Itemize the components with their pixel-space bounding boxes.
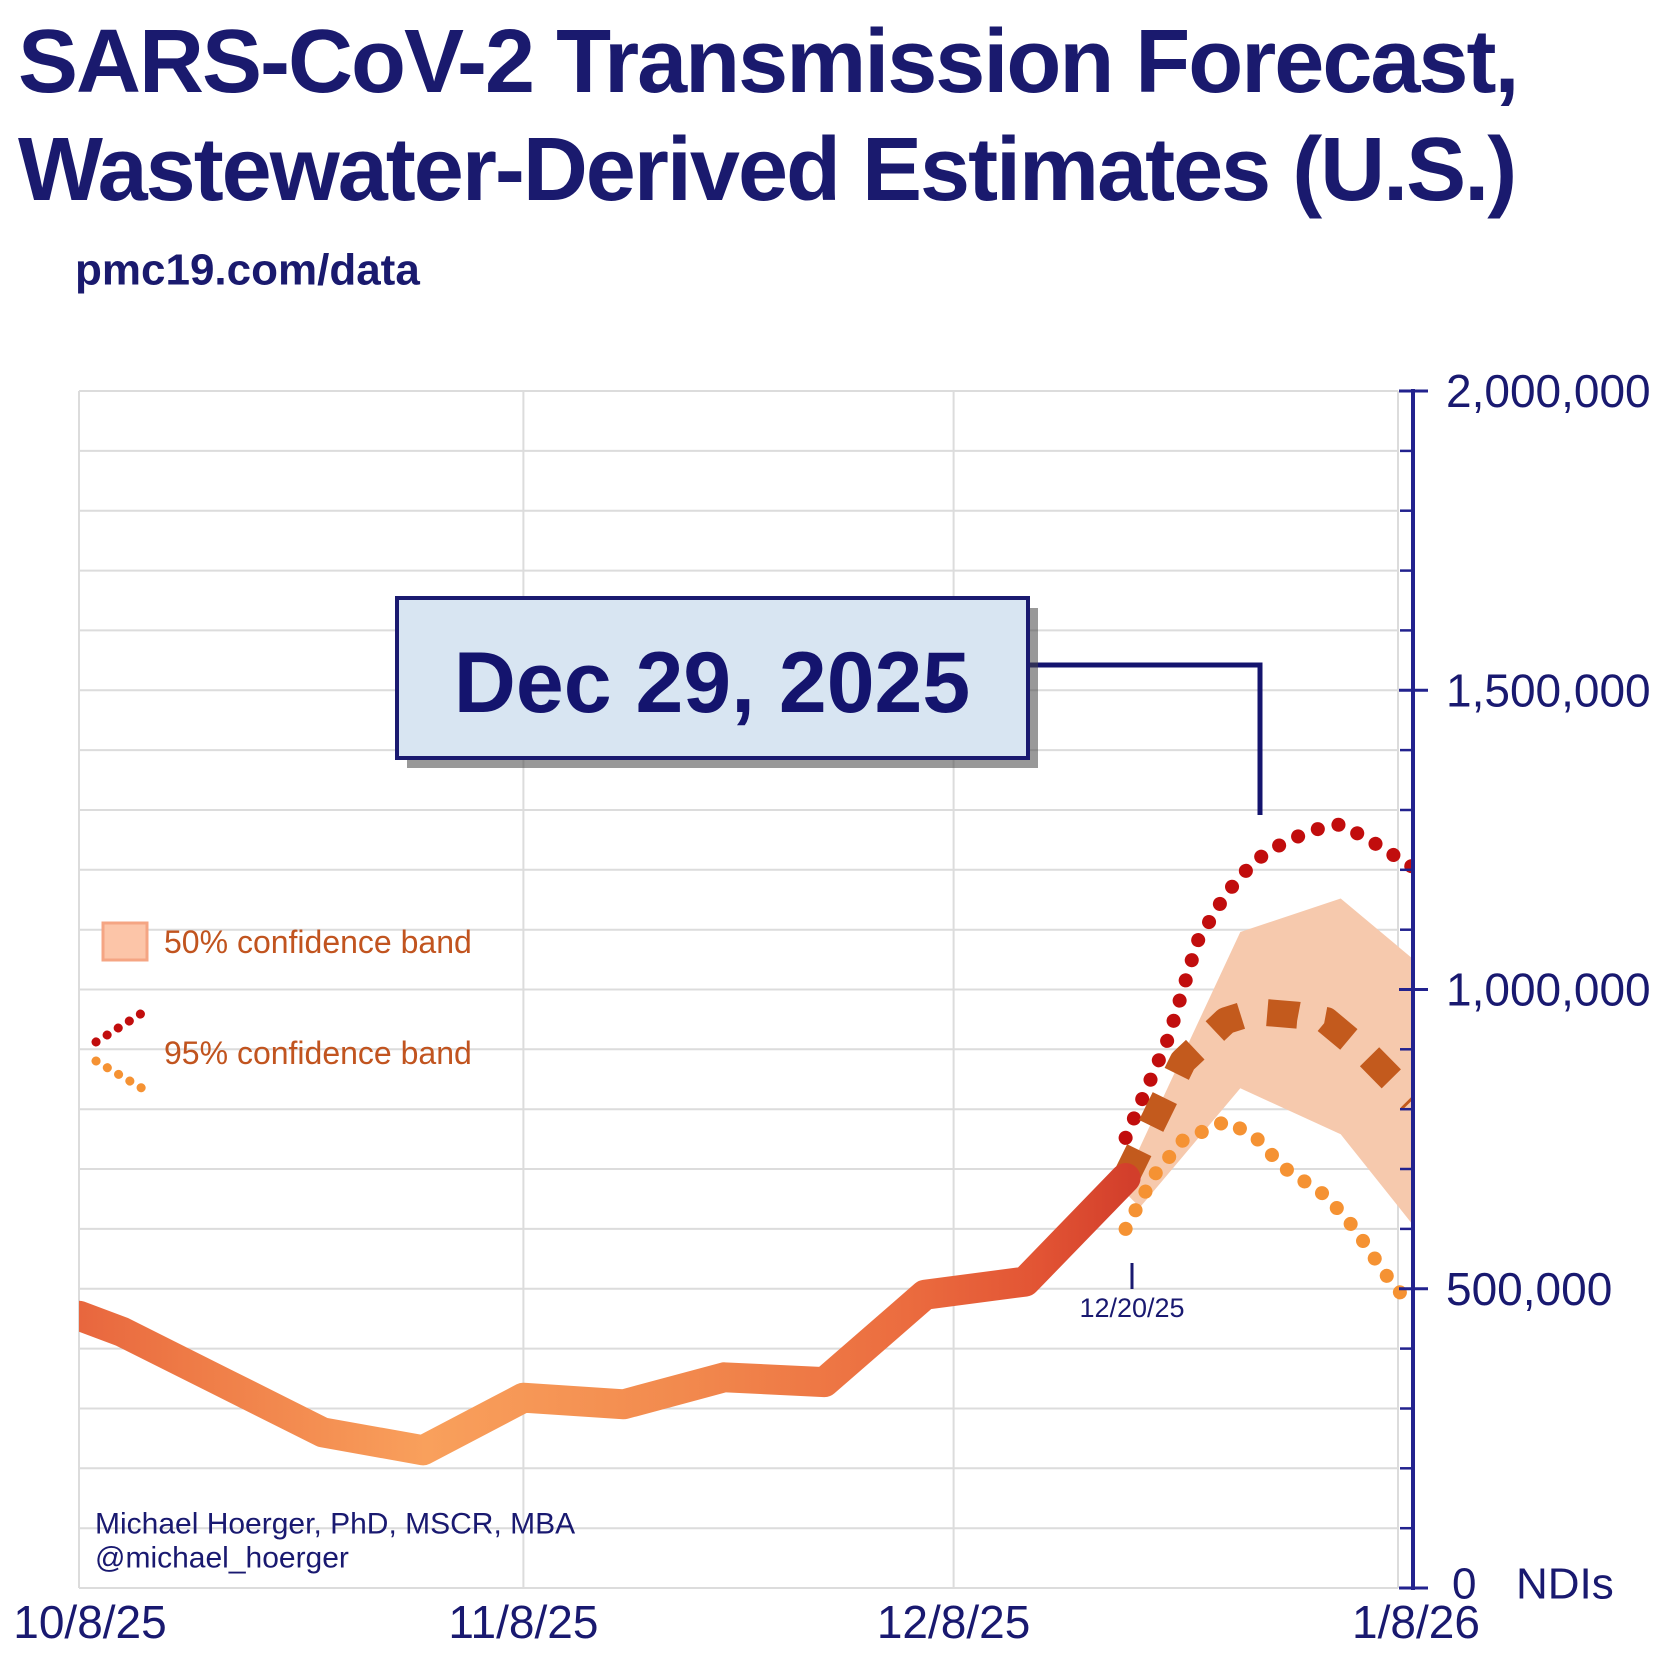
y-tick-label: 2,000,000 — [1446, 365, 1651, 417]
callout-connector-line — [1028, 662, 1263, 815]
data-source-url: pmc19.com/data — [75, 246, 420, 295]
callout-peak-date: Dec 29, 2025 — [454, 635, 970, 731]
legend-band50-label: 50% confidence band — [164, 924, 472, 960]
confidence-band-95-upper — [1118, 816, 1413, 1145]
x-axis-labels: 10/8/25 11/8/25 12/8/25 1/8/26 — [13, 1596, 1480, 1648]
legend-band95-label: 95% confidence band — [164, 1035, 472, 1071]
x-tick-label: 11/8/25 — [448, 1596, 598, 1648]
legend-band95-upper-dotted-line — [91, 1003, 155, 1047]
forecast-start-annotation: 12/20/25 — [1079, 1263, 1185, 1323]
confidence-band-50 — [1125, 898, 1413, 1225]
y-axis-labels: 2,000,000 1,500,000 1,000,000 500,000 — [1446, 365, 1651, 1315]
y-tick-label: 1,000,000 — [1446, 964, 1651, 1016]
y-axis-unit-label: NDIs — [1516, 1560, 1614, 1609]
callout-box — [395, 596, 1030, 760]
legend-band95-lower-dotted-line — [91, 1056, 155, 1098]
chart-title-line1: SARS-CoV-2 Transmission Forecast, — [18, 12, 1517, 112]
x-tick-label: 10/8/25 — [13, 1596, 166, 1648]
credit-author: Michael Hoerger, PhD, MSCR, MBA — [95, 1508, 575, 1541]
legend-band50-swatch — [101, 921, 149, 962]
confidence-band-95-lower — [1118, 1113, 1413, 1315]
peak-date-callout: Dec 29, 2025 — [395, 596, 1263, 815]
data-series-layer — [79, 816, 1413, 1466]
y-axis-zero-label: 0 — [1452, 1560, 1476, 1609]
x-tick-label: 1/8/26 — [1352, 1596, 1480, 1648]
chart-legend: 50% confidence band 95% confidence band — [91, 921, 472, 1098]
y-axis — [1399, 389, 1428, 1590]
forecast-start-date-label: 12/20/25 — [1079, 1293, 1184, 1323]
y-tick-label: 1,500,000 — [1446, 664, 1651, 716]
observed-transmission-line — [79, 1163, 1141, 1466]
forecast-central-dashed-line — [1113, 998, 1413, 1184]
chart-title-line2: Wastewater-Derived Estimates (U.S.) — [18, 120, 1515, 220]
credit-text: Michael Hoerger, PhD, MSCR, MBA @michael… — [95, 1508, 575, 1575]
y-tick-label: 500,000 — [1446, 1263, 1612, 1315]
x-tick-label: 12/8/25 — [877, 1596, 1030, 1648]
credit-handle: @michael_hoerger — [95, 1542, 349, 1575]
